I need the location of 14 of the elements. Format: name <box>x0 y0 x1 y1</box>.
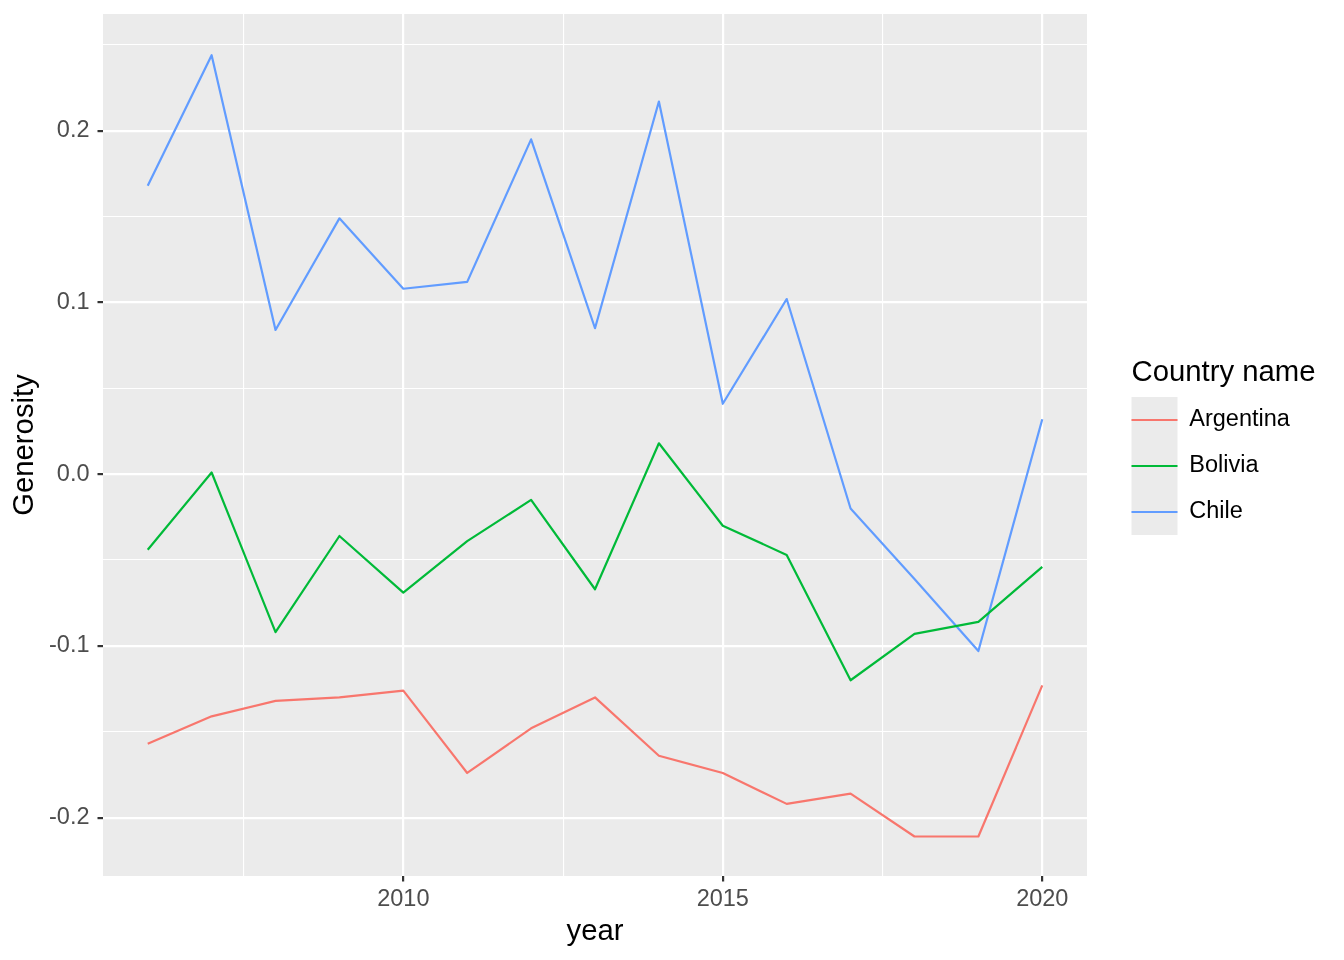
y-tick-label: 0.0 <box>56 459 90 486</box>
y-axis-title: Generosity <box>5 373 39 516</box>
x-tick-label: 2015 <box>696 885 749 912</box>
y-tick-label: -0.2 <box>49 803 90 830</box>
x-tick-label: 2010 <box>377 885 430 912</box>
legend-label: Argentina <box>1189 405 1291 432</box>
legend-label: Chile <box>1189 497 1243 524</box>
y-tick-label: 0.2 <box>56 116 90 143</box>
y-tick-label: 0.1 <box>56 287 90 314</box>
x-axis-title: year <box>566 912 624 946</box>
y-tick-label: -0.1 <box>49 631 90 658</box>
x-tick-label: 2020 <box>1016 885 1069 912</box>
legend-label: Bolivia <box>1189 451 1260 478</box>
legend-title: Country name <box>1131 354 1316 387</box>
